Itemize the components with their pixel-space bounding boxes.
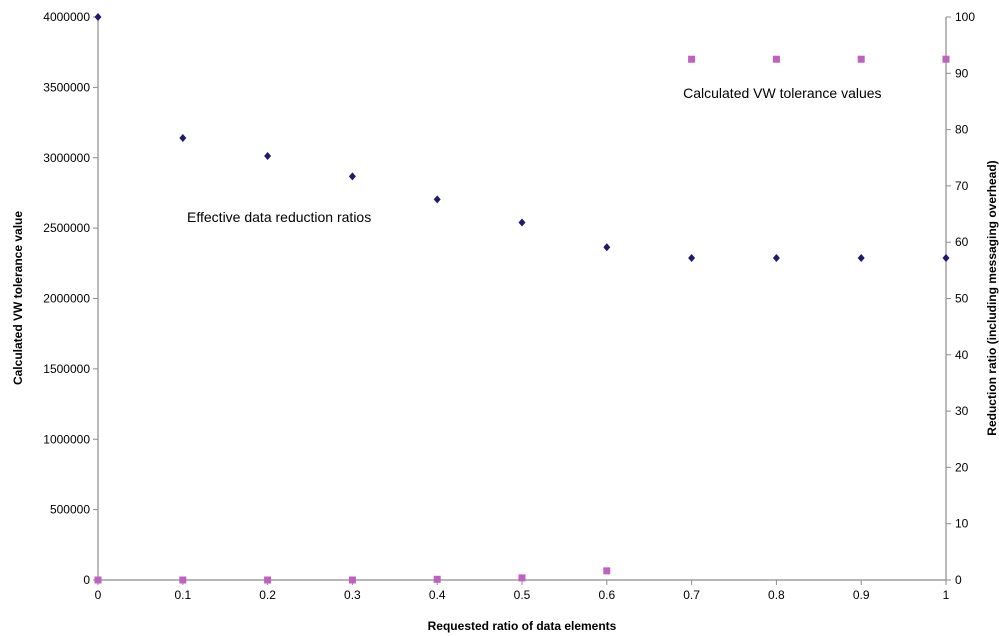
x-tick-label: 0.9 [853, 588, 870, 602]
right-y-tick-label: 10 [955, 517, 969, 531]
reduction-ratio-point [264, 152, 272, 161]
right-y-axis-title: Reduction ratio (including messaging ove… [985, 160, 999, 435]
reduction-ratio-point [772, 253, 780, 262]
x-tick-label: 0.8 [768, 588, 785, 602]
x-tick-label: 0.7 [683, 588, 700, 602]
right-y-tick-label: 100 [955, 10, 975, 24]
annotation-reduction-ratios: Effective data reduction ratios [187, 209, 371, 225]
x-tick-label: 0.5 [514, 588, 531, 602]
annotation-vw-tolerance: Calculated VW tolerance values [683, 85, 881, 101]
reduction-ratio-point [433, 195, 441, 204]
vw-tolerance-point [942, 55, 950, 63]
left-y-tick-label: 3000000 [43, 151, 90, 165]
reduction-ratio-point [603, 243, 611, 252]
left-y-tick-label: 1000000 [43, 432, 90, 446]
left-y-tick-label: 2500000 [43, 221, 90, 235]
right-y-tick-label: 60 [955, 235, 969, 249]
reduction-ratio-point [179, 134, 187, 143]
vw-tolerance-point [94, 576, 102, 584]
vw-tolerance-point [772, 55, 780, 63]
x-tick-label: 0.2 [259, 588, 276, 602]
x-tick-label: 0.6 [598, 588, 615, 602]
x-tick-label: 0.1 [174, 588, 191, 602]
right-y-tick-label: 40 [955, 348, 969, 362]
reduction-ratio-point [857, 253, 865, 262]
left-y-tick-label: 2000000 [43, 292, 90, 306]
reduction-ratio-point [348, 172, 356, 181]
reduction-ratio-point [942, 253, 950, 262]
x-tick-label: 1 [943, 588, 950, 602]
right-y-tick-label: 80 [955, 123, 969, 137]
data-points [94, 13, 950, 584]
x-axis-title: Requested ratio of data elements [428, 619, 617, 633]
vw-tolerance-point [348, 576, 356, 584]
left-y-tick-label: 1500000 [43, 362, 90, 376]
left-y-tick-label: 3500000 [43, 80, 90, 94]
right-y-tick-label: 50 [955, 292, 969, 306]
axes [97, 17, 947, 581]
left-y-tick-label: 0 [83, 573, 90, 587]
right-y-tick-label: 70 [955, 179, 969, 193]
tick-marks [93, 16, 951, 585]
right-y-tick-label: 90 [955, 66, 969, 80]
vw-tolerance-point [857, 55, 865, 63]
x-tick-label: 0.4 [429, 588, 446, 602]
vw-tolerance-point [518, 574, 526, 582]
reduction-ratio-point [518, 218, 526, 227]
right-y-tick-label: 30 [955, 404, 969, 418]
vw-tolerance-point [603, 567, 611, 575]
reduction-ratio-point [94, 13, 102, 21]
vw-tolerance-point [264, 576, 272, 584]
x-tick-label: 0 [95, 588, 102, 602]
left-y-tick-label: 500000 [50, 503, 90, 517]
tick-labels: 0 0.1 0.2 0.3 0.4 0.5 0.6 0.7 0.8 0.9 105000001000… [43, 10, 975, 602]
vw-tolerance-point [433, 575, 441, 583]
vw-tolerance-point [688, 55, 696, 63]
right-y-tick-label: 0 [955, 573, 962, 587]
right-y-tick-label: 20 [955, 460, 969, 474]
left-y-axis-title: Calculated VW tolerance value [11, 211, 25, 385]
left-y-tick-label: 4000000 [43, 10, 90, 24]
reduction-ratio-point [688, 253, 696, 262]
vw-tolerance-point [179, 576, 187, 584]
x-tick-label: 0.3 [344, 588, 361, 602]
